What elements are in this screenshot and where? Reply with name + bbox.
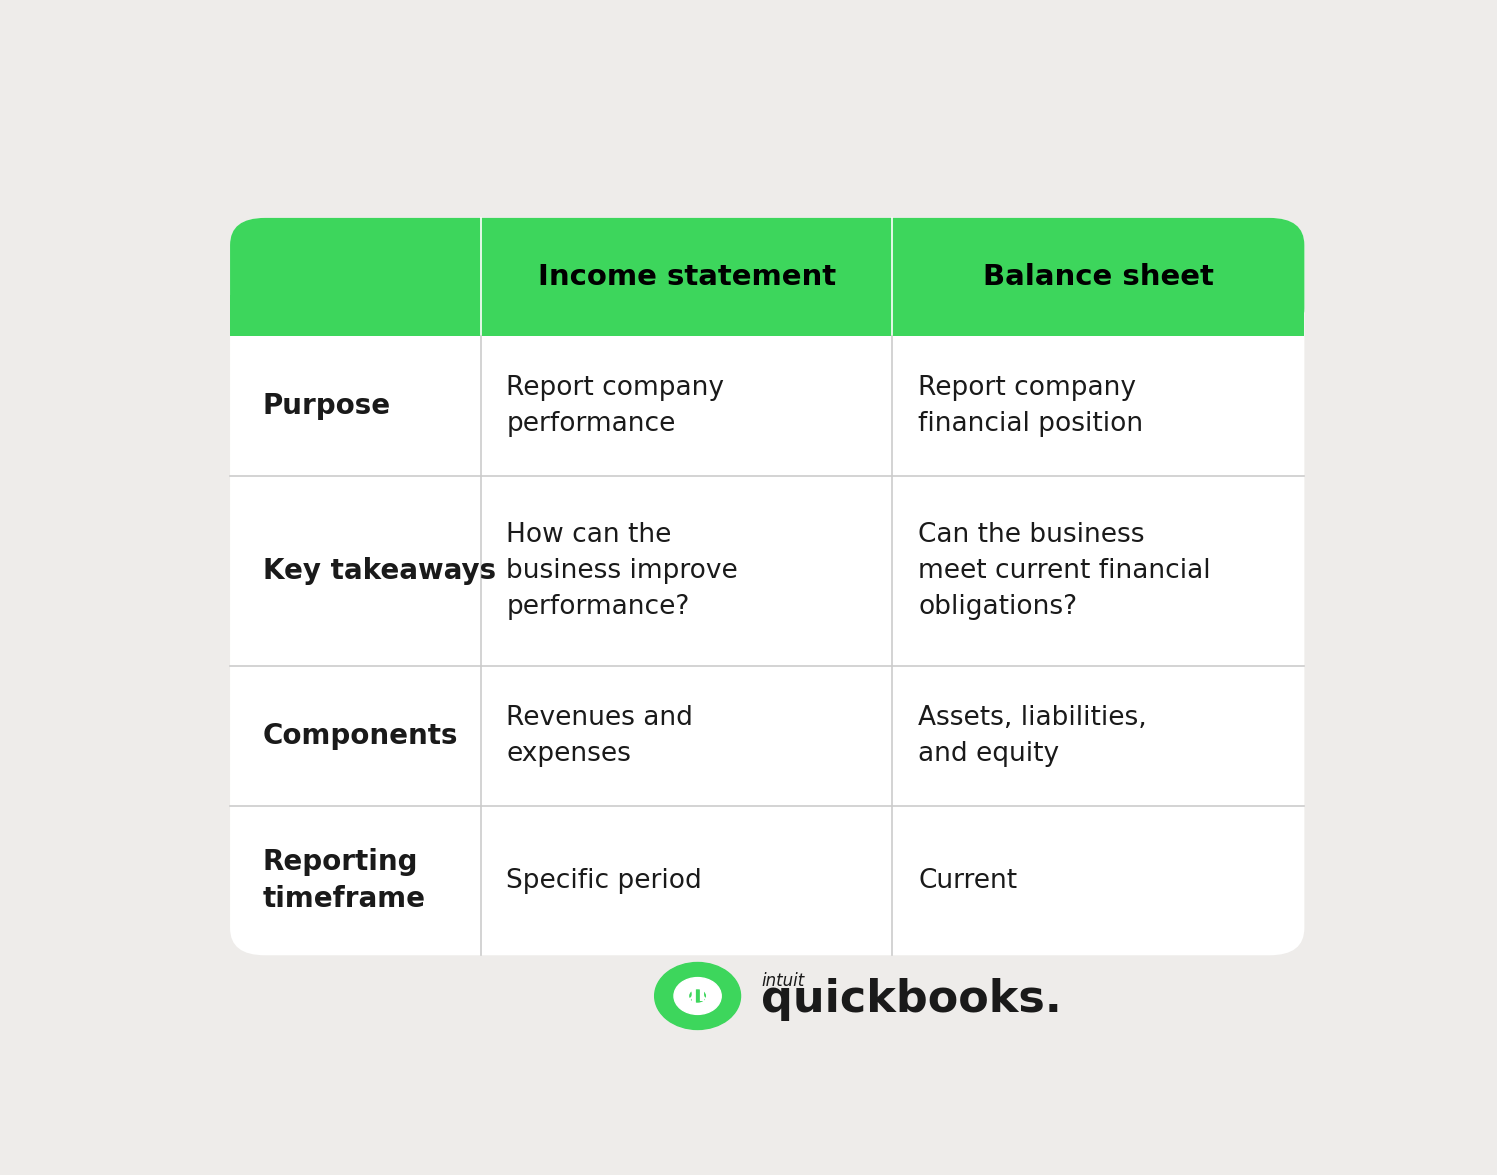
Text: Current: Current xyxy=(918,867,1016,894)
Text: intuit: intuit xyxy=(762,972,805,989)
Text: quickbooks.: quickbooks. xyxy=(762,978,1063,1021)
Text: qb: qb xyxy=(681,982,714,1006)
Text: Can the business
meet current financial
obligations?: Can the business meet current financial … xyxy=(918,522,1211,619)
Text: Reporting
timeframe: Reporting timeframe xyxy=(262,848,425,913)
Circle shape xyxy=(674,978,722,1014)
Bar xyxy=(231,295,1304,336)
Text: Revenues and
expenses: Revenues and expenses xyxy=(506,705,693,767)
Text: Report company
performance: Report company performance xyxy=(506,375,725,437)
Circle shape xyxy=(690,991,705,1002)
Text: Purpose: Purpose xyxy=(262,391,391,419)
Text: Report company
financial position: Report company financial position xyxy=(918,375,1144,437)
Text: Income statement: Income statement xyxy=(537,263,835,290)
Text: Assets, liabilities,
and equity: Assets, liabilities, and equity xyxy=(918,705,1147,767)
Text: Balance sheet: Balance sheet xyxy=(984,263,1214,290)
Text: How can the
business improve
performance?: How can the business improve performance… xyxy=(506,522,738,619)
Circle shape xyxy=(654,962,741,1029)
FancyBboxPatch shape xyxy=(231,217,1304,955)
Text: Components: Components xyxy=(262,721,458,750)
Text: Key takeaways: Key takeaways xyxy=(262,557,496,585)
FancyBboxPatch shape xyxy=(231,217,1304,336)
Text: Specific period: Specific period xyxy=(506,867,702,894)
